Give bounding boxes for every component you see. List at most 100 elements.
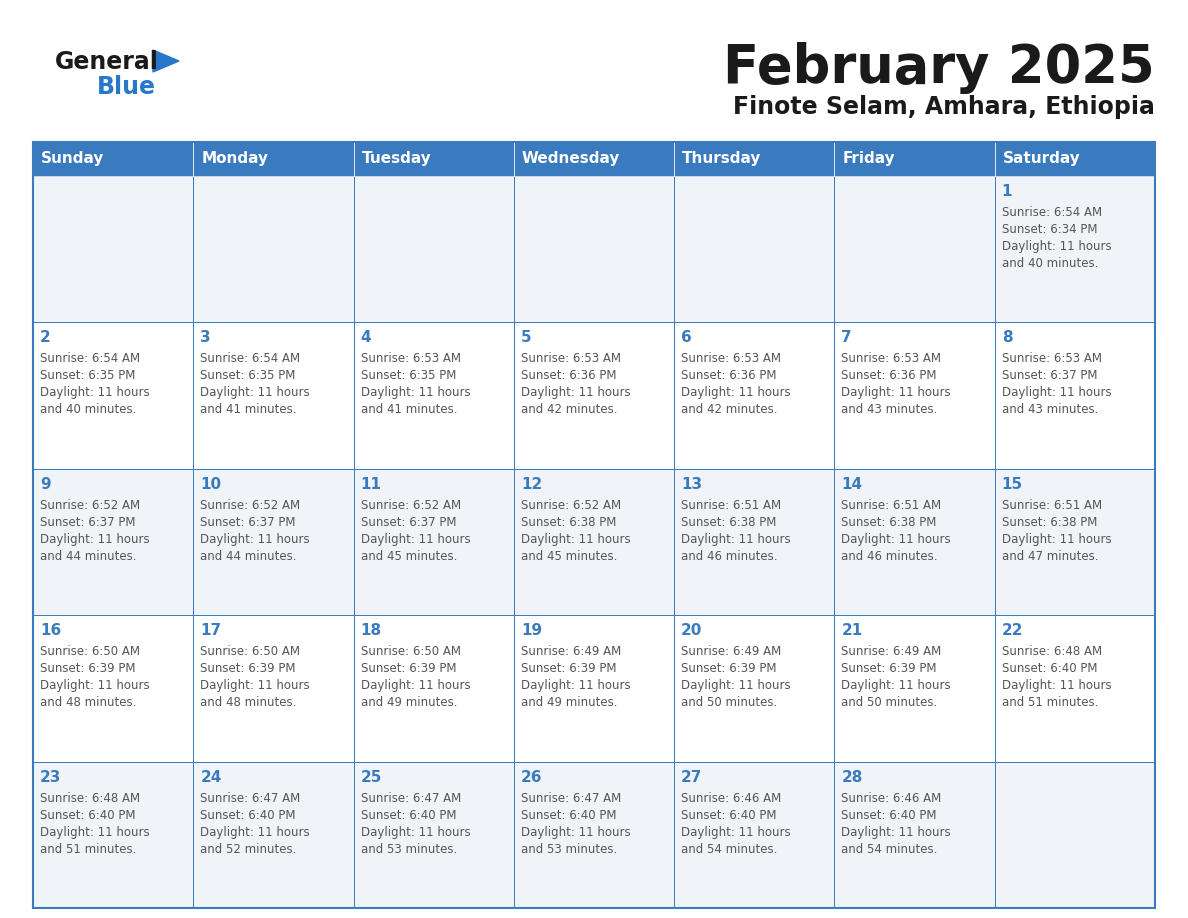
Text: Sunset: 6:37 PM: Sunset: 6:37 PM [201,516,296,529]
Text: and 51 minutes.: and 51 minutes. [40,843,137,856]
Text: Daylight: 11 hours: Daylight: 11 hours [40,386,150,399]
Text: 9: 9 [40,476,51,492]
Bar [674,762,834,908]
Text: and 47 minutes.: and 47 minutes. [1001,550,1098,563]
Text: and 42 minutes.: and 42 minutes. [520,403,618,417]
Text: Sunset: 6:37 PM: Sunset: 6:37 PM [361,516,456,529]
Text: Sunset: 6:35 PM: Sunset: 6:35 PM [201,369,296,383]
Text: 27: 27 [681,769,702,785]
Text: 4: 4 [361,330,371,345]
Text: Sunset: 6:39 PM: Sunset: 6:39 PM [40,662,135,676]
Bar [33,469,194,615]
Text: 28: 28 [841,769,862,785]
Text: and 49 minutes.: and 49 minutes. [520,696,618,710]
Text: Daylight: 11 hours: Daylight: 11 hours [841,386,952,399]
Text: Daylight: 11 hours: Daylight: 11 hours [201,532,310,546]
Text: and 51 minutes.: and 51 minutes. [1001,696,1098,710]
Bar [834,469,994,615]
Text: Sunset: 6:36 PM: Sunset: 6:36 PM [841,369,937,383]
Text: Sunset: 6:39 PM: Sunset: 6:39 PM [201,662,296,676]
Bar [33,142,194,176]
Text: 22: 22 [1001,623,1023,638]
Text: and 41 minutes.: and 41 minutes. [361,403,457,417]
Text: and 43 minutes.: and 43 minutes. [841,403,937,417]
Bar [834,322,994,469]
Bar [354,142,514,176]
Text: Sunrise: 6:54 AM: Sunrise: 6:54 AM [1001,206,1101,219]
Text: 1: 1 [1001,184,1012,199]
Text: Sunrise: 6:52 AM: Sunrise: 6:52 AM [40,498,140,512]
Bar [354,762,514,908]
Text: Daylight: 11 hours: Daylight: 11 hours [361,679,470,692]
Text: Daylight: 11 hours: Daylight: 11 hours [1001,240,1111,253]
Bar [354,322,514,469]
Text: Sunrise: 6:53 AM: Sunrise: 6:53 AM [681,353,782,365]
Text: Sunrise: 6:48 AM: Sunrise: 6:48 AM [40,791,140,804]
Bar [994,762,1155,908]
Text: 25: 25 [361,769,383,785]
Bar [834,762,994,908]
Text: Sunrise: 6:51 AM: Sunrise: 6:51 AM [841,498,942,512]
Text: Daylight: 11 hours: Daylight: 11 hours [681,386,791,399]
Text: Sunrise: 6:47 AM: Sunrise: 6:47 AM [201,791,301,804]
Text: General: General [55,50,159,74]
Text: and 45 minutes.: and 45 minutes. [520,550,618,563]
Text: Daylight: 11 hours: Daylight: 11 hours [841,825,952,839]
Bar [994,176,1155,322]
Text: and 53 minutes.: and 53 minutes. [520,843,617,856]
Text: Sunset: 6:40 PM: Sunset: 6:40 PM [1001,662,1098,676]
Text: 13: 13 [681,476,702,492]
Text: Sunset: 6:36 PM: Sunset: 6:36 PM [520,369,617,383]
Text: Sunrise: 6:54 AM: Sunrise: 6:54 AM [40,353,140,365]
Text: Sunrise: 6:51 AM: Sunrise: 6:51 AM [681,498,782,512]
Text: 17: 17 [201,623,221,638]
Text: Daylight: 11 hours: Daylight: 11 hours [681,825,791,839]
Text: 21: 21 [841,623,862,638]
Text: Sunset: 6:40 PM: Sunset: 6:40 PM [681,809,777,822]
Text: Sunset: 6:35 PM: Sunset: 6:35 PM [40,369,135,383]
Text: Sunset: 6:38 PM: Sunset: 6:38 PM [681,516,777,529]
Text: and 42 minutes.: and 42 minutes. [681,403,778,417]
Text: and 40 minutes.: and 40 minutes. [40,403,137,417]
Bar [514,176,674,322]
Text: Daylight: 11 hours: Daylight: 11 hours [841,679,952,692]
Text: Sunset: 6:35 PM: Sunset: 6:35 PM [361,369,456,383]
Text: Friday: Friday [842,151,895,166]
Bar [674,176,834,322]
Bar [514,762,674,908]
Text: Daylight: 11 hours: Daylight: 11 hours [361,825,470,839]
Text: and 44 minutes.: and 44 minutes. [40,550,137,563]
Text: Sunrise: 6:50 AM: Sunrise: 6:50 AM [201,645,301,658]
Bar [33,142,1155,908]
Text: 15: 15 [1001,476,1023,492]
Bar [194,176,354,322]
Text: Sunrise: 6:46 AM: Sunrise: 6:46 AM [841,791,942,804]
Text: and 50 minutes.: and 50 minutes. [841,696,937,710]
Text: and 46 minutes.: and 46 minutes. [681,550,778,563]
Bar [354,469,514,615]
Text: Sunrise: 6:49 AM: Sunrise: 6:49 AM [681,645,782,658]
Text: and 41 minutes.: and 41 minutes. [201,403,297,417]
Polygon shape [153,50,179,72]
Text: Sunrise: 6:50 AM: Sunrise: 6:50 AM [40,645,140,658]
Text: Daylight: 11 hours: Daylight: 11 hours [841,532,952,546]
Text: Daylight: 11 hours: Daylight: 11 hours [201,825,310,839]
Text: Sunrise: 6:48 AM: Sunrise: 6:48 AM [1001,645,1101,658]
Text: Sunset: 6:39 PM: Sunset: 6:39 PM [520,662,617,676]
Text: Saturday: Saturday [1003,151,1080,166]
Text: and 49 minutes.: and 49 minutes. [361,696,457,710]
Text: Sunset: 6:40 PM: Sunset: 6:40 PM [40,809,135,822]
Bar [834,142,994,176]
Text: Daylight: 11 hours: Daylight: 11 hours [681,679,791,692]
Text: and 48 minutes.: and 48 minutes. [40,696,137,710]
Text: and 44 minutes.: and 44 minutes. [201,550,297,563]
Bar [514,469,674,615]
Bar [994,615,1155,762]
Text: and 45 minutes.: and 45 minutes. [361,550,457,563]
Text: Daylight: 11 hours: Daylight: 11 hours [361,386,470,399]
Text: Daylight: 11 hours: Daylight: 11 hours [1001,532,1111,546]
Text: Sunrise: 6:46 AM: Sunrise: 6:46 AM [681,791,782,804]
Text: Sunset: 6:40 PM: Sunset: 6:40 PM [841,809,937,822]
Text: Sunrise: 6:51 AM: Sunrise: 6:51 AM [1001,498,1101,512]
Text: 2: 2 [40,330,51,345]
